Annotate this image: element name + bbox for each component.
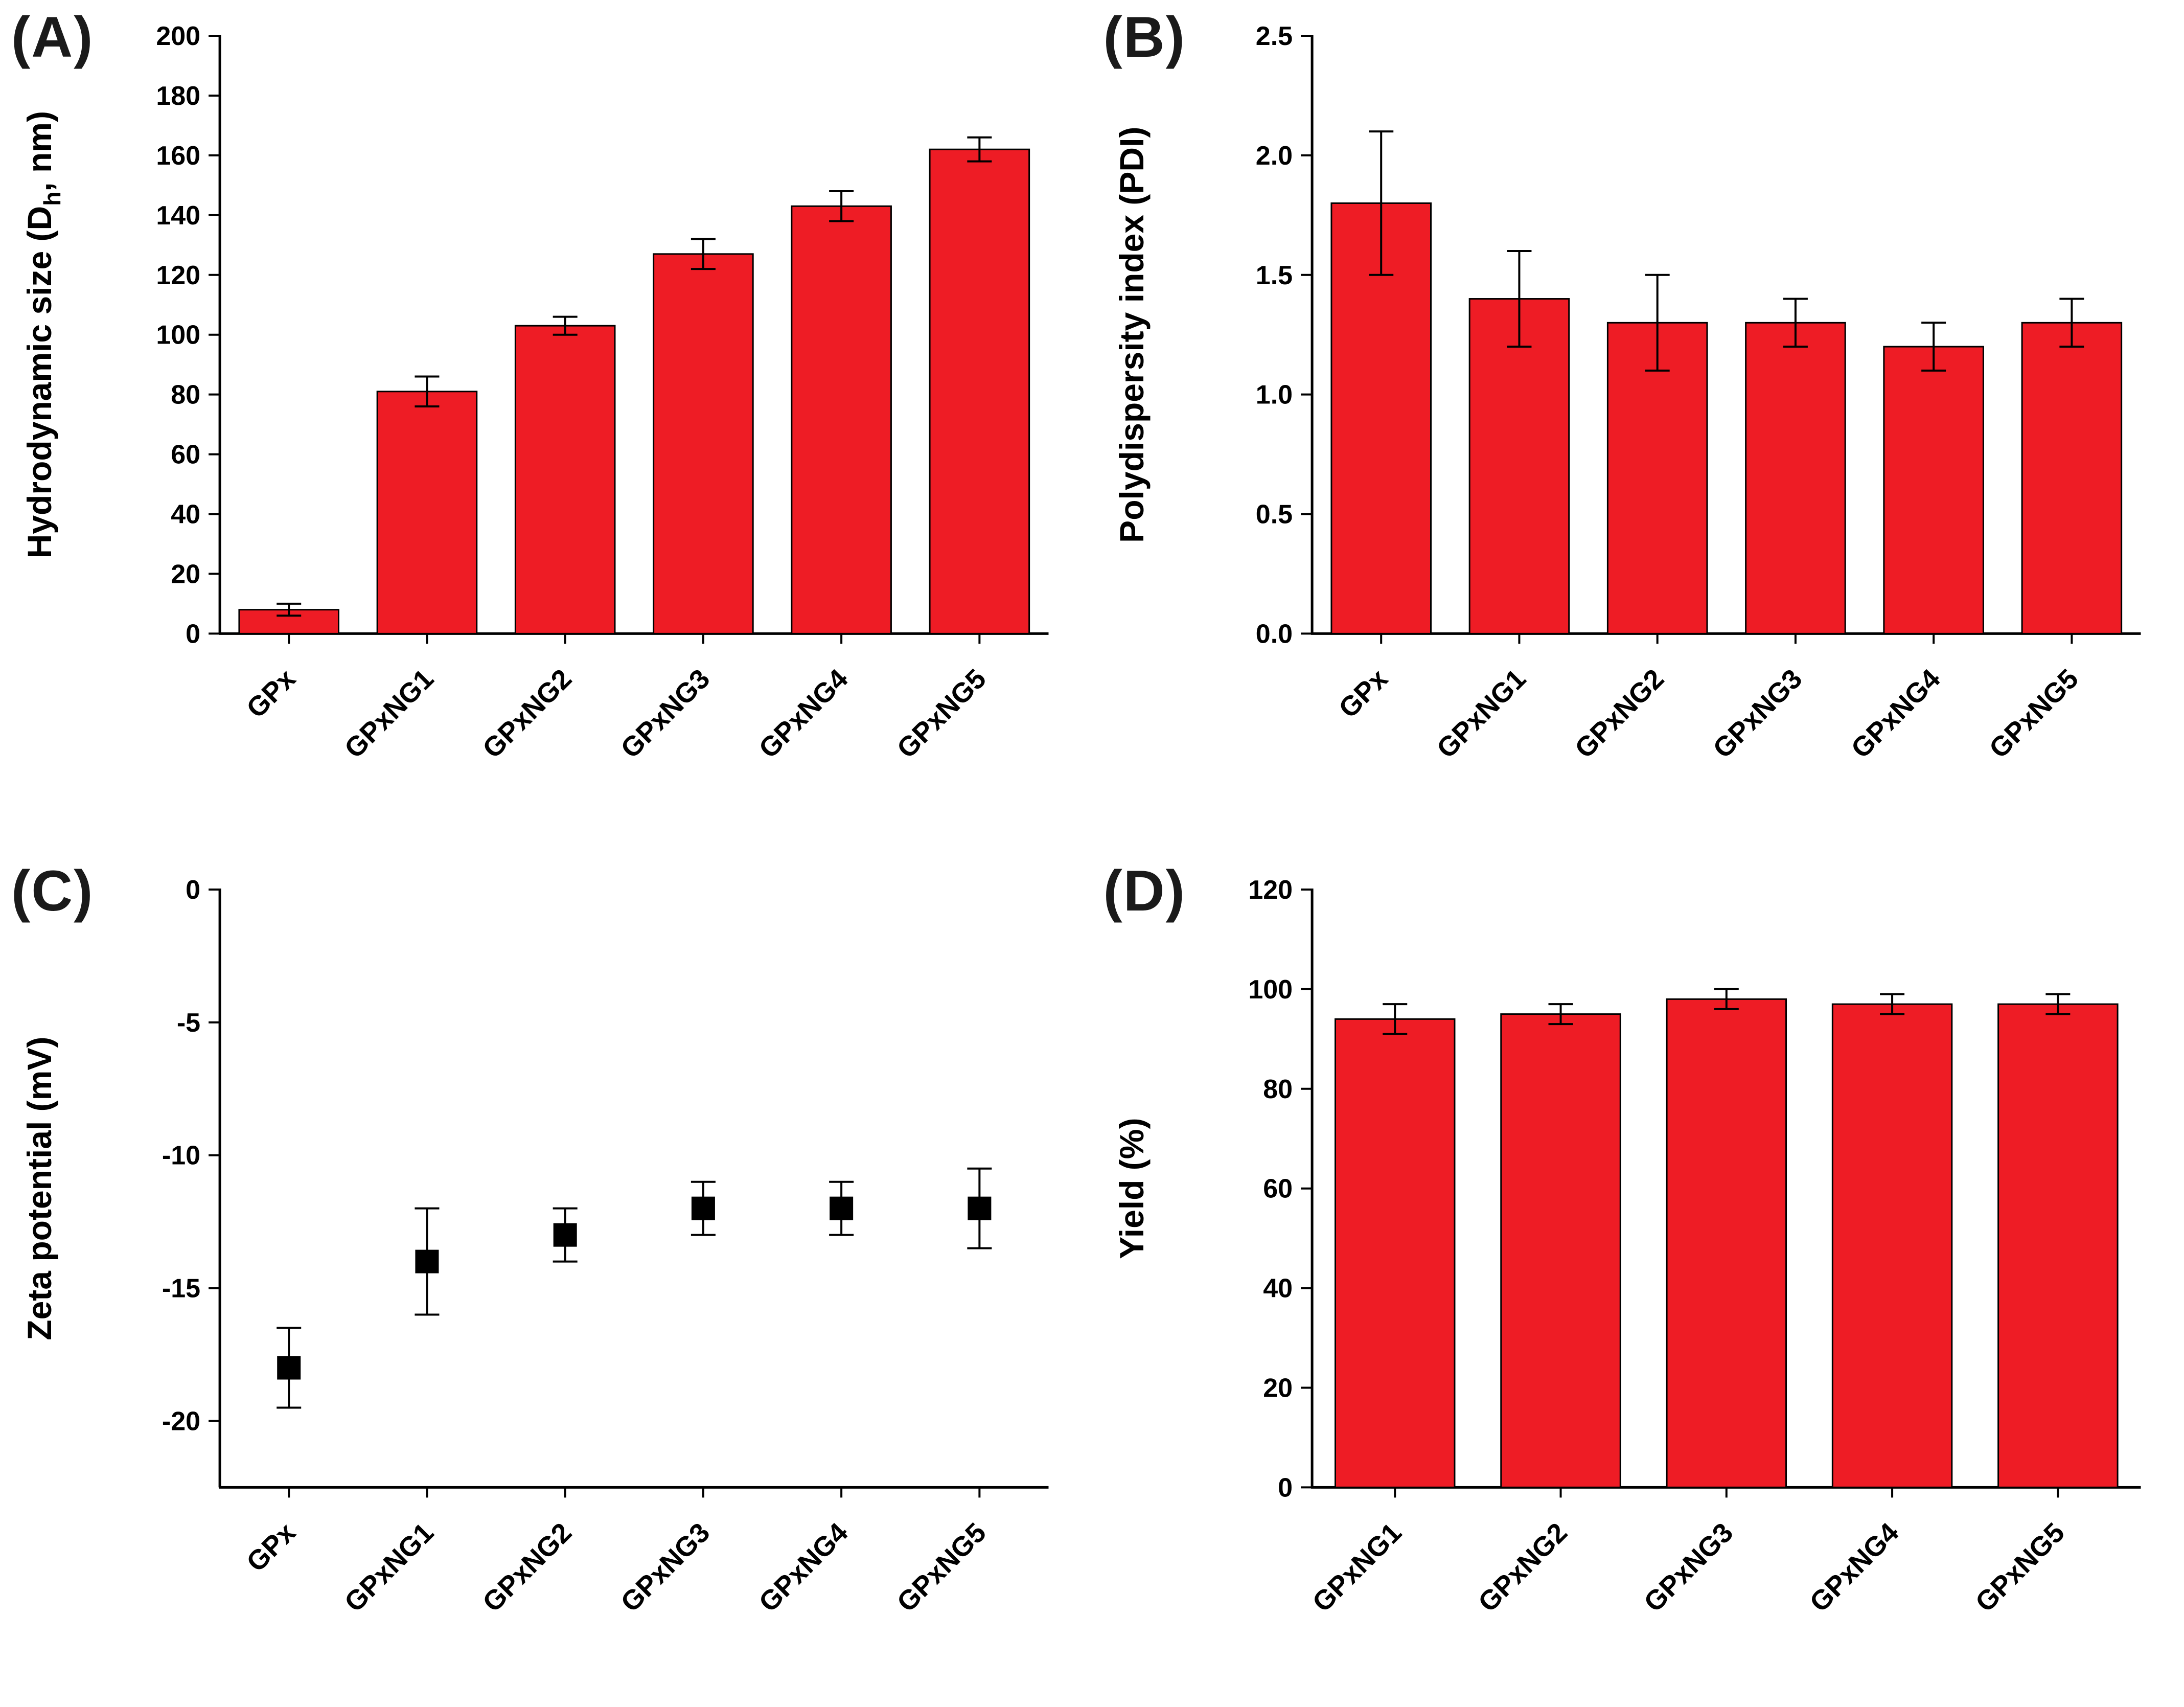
svg-text:1.0: 1.0 <box>1255 380 1292 410</box>
svg-text:GPxNG1: GPxNG1 <box>1306 1517 1407 1618</box>
panel-a-letter: (A) <box>11 5 94 69</box>
svg-text:0.0: 0.0 <box>1255 619 1292 649</box>
panel-b: (B) 0.0 0.5 1.0 1.5 2.0 2.5 GPx GPxNG1 GPxNG2 GPx… <box>1092 0 2184 854</box>
svg-text:0: 0 <box>186 875 200 905</box>
panel-d: (D) 0 20 40 60 80 100 120 GPxNG1 GPxNG2 GPxNG3 GPx… <box>1092 854 2184 1707</box>
svg-text:100: 100 <box>156 321 200 350</box>
svg-text:Polydispersity index (PDI): Polydispersity index (PDI) <box>1113 127 1151 543</box>
svg-text:2.0: 2.0 <box>1255 141 1292 171</box>
svg-text:20: 20 <box>1263 1373 1293 1403</box>
panel-b-letter: (B) <box>1103 5 1186 69</box>
svg-text:GPxNG3: GPxNG3 <box>615 663 716 764</box>
svg-text:60: 60 <box>171 440 200 470</box>
polydispersity-index-chart: 0.0 0.5 1.0 1.5 2.0 2.5 GPx GPxNG1 GPxNG2 GPxNG3 G… <box>1113 21 2141 764</box>
svg-text:GPxNG2: GPxNG2 <box>1472 1517 1573 1618</box>
svg-text:GPxNG5: GPxNG5 <box>891 663 992 764</box>
svg-text:80: 80 <box>1263 1074 1293 1104</box>
svg-text:1.5: 1.5 <box>1255 261 1292 290</box>
svg-text:20: 20 <box>171 559 200 589</box>
hydrodynamic-size-chart: 0 20 40 60 80 100 120 140 160 180 200 GPx GPxNG1 GPxN… <box>20 21 1049 764</box>
zeta-potential-chart: 0 -5 -10 -15 -20 GPx GPxNG1 GPxNG2 GPxNG3 GPxNG4 G… <box>20 875 1049 1618</box>
panel-a: (A) 0 20 40 60 80 100 120 140 160 180 200 GPx GPxNG1… <box>0 0 1092 854</box>
svg-text:GPxNG4: GPxNG4 <box>753 1517 854 1618</box>
svg-text:GPxNG3: GPxNG3 <box>615 1517 716 1618</box>
panel-c-letter: (C) <box>11 858 94 923</box>
svg-text:GPxNG4: GPxNG4 <box>1845 663 1946 764</box>
svg-text:0.5: 0.5 <box>1255 500 1292 530</box>
svg-text:-5: -5 <box>177 1008 200 1037</box>
svg-text:GPx: GPx <box>241 663 302 724</box>
svg-text:GPxNG4: GPxNG4 <box>1804 1517 1904 1618</box>
svg-text:GPxNG2: GPxNG2 <box>1569 663 1669 764</box>
yield-chart: 0 20 40 60 80 100 120 GPxNG1 GPxNG2 GPxNG3 GPxNG4 G… <box>1113 875 2141 1618</box>
svg-text:200: 200 <box>156 21 200 51</box>
panel-c: (C) 0 -5 -10 -15 -20 GPx GPxNG1 GPxNG2 GPxNG3 GPx… <box>0 854 1092 1707</box>
svg-text:GPxNG3: GPxNG3 <box>1707 663 1808 764</box>
svg-text:GPxNG2: GPxNG2 <box>477 663 578 764</box>
svg-text:GPxNG1: GPxNG1 <box>339 1517 440 1618</box>
svg-text:GPxNG2: GPxNG2 <box>477 1517 578 1618</box>
svg-text:120: 120 <box>1248 875 1293 905</box>
svg-text:-15: -15 <box>162 1273 200 1303</box>
svg-text:0: 0 <box>186 619 200 649</box>
svg-text:40: 40 <box>171 500 200 530</box>
svg-text:GPx: GPx <box>241 1517 302 1578</box>
svg-text:Zeta potential (mV): Zeta potential (mV) <box>20 1036 58 1340</box>
svg-text:Yield (%): Yield (%) <box>1113 1118 1151 1259</box>
panel-d-letter: (D) <box>1103 858 1186 923</box>
svg-text:GPxNG5: GPxNG5 <box>1969 1517 2070 1618</box>
svg-text:GPxNG1: GPxNG1 <box>1431 663 1531 764</box>
svg-text:GPxNG4: GPxNG4 <box>753 663 854 764</box>
svg-text:0: 0 <box>1278 1473 1293 1503</box>
svg-text:-20: -20 <box>162 1406 200 1436</box>
svg-text:60: 60 <box>1263 1174 1293 1203</box>
svg-text:GPxNG5: GPxNG5 <box>1983 663 2084 764</box>
svg-text:GPxNG1: GPxNG1 <box>339 663 440 764</box>
svg-text:80: 80 <box>171 380 200 410</box>
svg-text:2.5: 2.5 <box>1255 21 1292 51</box>
svg-text:180: 180 <box>156 81 200 111</box>
svg-text:GPxNG3: GPxNG3 <box>1638 1517 1738 1618</box>
svg-text:160: 160 <box>156 141 200 171</box>
svg-text:140: 140 <box>156 201 200 231</box>
svg-text:GPxNG5: GPxNG5 <box>891 1517 992 1618</box>
svg-text:100: 100 <box>1248 974 1293 1004</box>
svg-text:120: 120 <box>156 261 200 290</box>
svg-text:GPx: GPx <box>1332 663 1393 724</box>
svg-text:-10: -10 <box>162 1141 200 1170</box>
svg-text:40: 40 <box>1263 1273 1293 1303</box>
svg-text:Hydrodynamic size (Dh, nm): Hydrodynamic size (Dh, nm) <box>20 111 65 558</box>
